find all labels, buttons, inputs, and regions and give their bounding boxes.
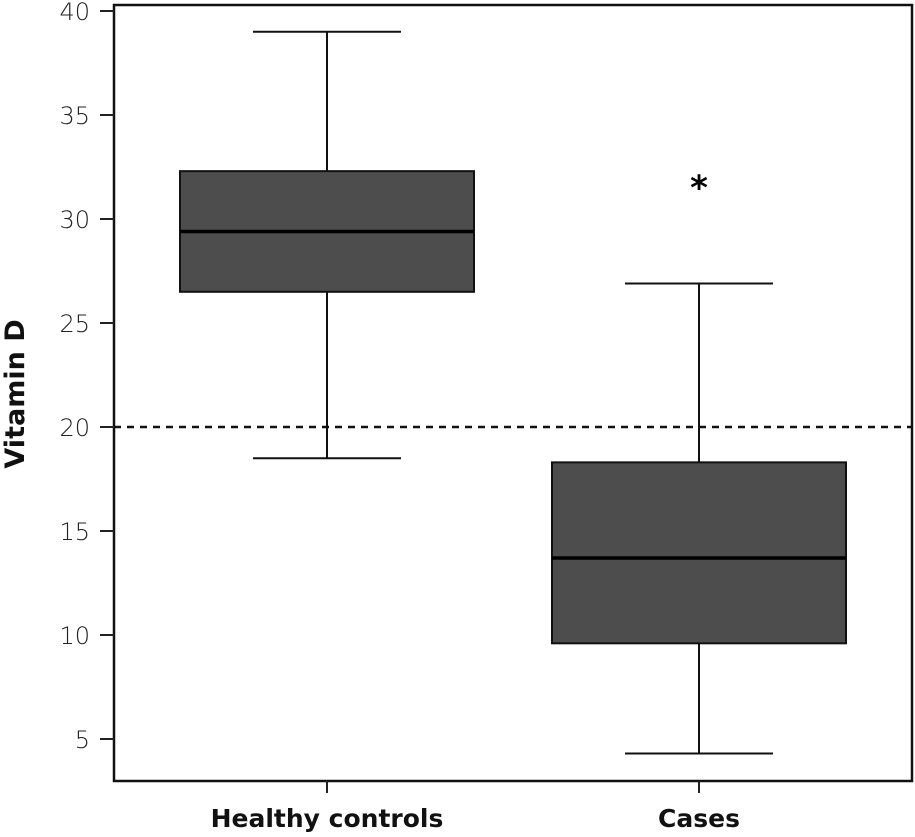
y-tick-label: 25 — [59, 310, 90, 338]
y-tick-label: 35 — [59, 102, 90, 130]
y-tick-label: 30 — [59, 206, 90, 234]
y-tick-label: 20 — [59, 414, 90, 442]
box-iqr — [551, 461, 847, 645]
plot-frame — [112, 3, 914, 783]
plot-area: 5 10 15 20 25 30 35 40 Healthy controls * Cases — [59, 0, 914, 833]
x-category-label: Healthy controls — [211, 804, 444, 833]
y-tick-label: 5 — [75, 726, 90, 754]
y-tick-label: 15 — [59, 518, 90, 546]
x-category-label: Cases — [658, 804, 740, 833]
y-tick-label: 10 — [59, 622, 90, 650]
outlier-marker: * — [690, 168, 708, 208]
y-axis-title: Vitamin D — [0, 319, 31, 468]
y-tick-label: 40 — [59, 0, 90, 26]
